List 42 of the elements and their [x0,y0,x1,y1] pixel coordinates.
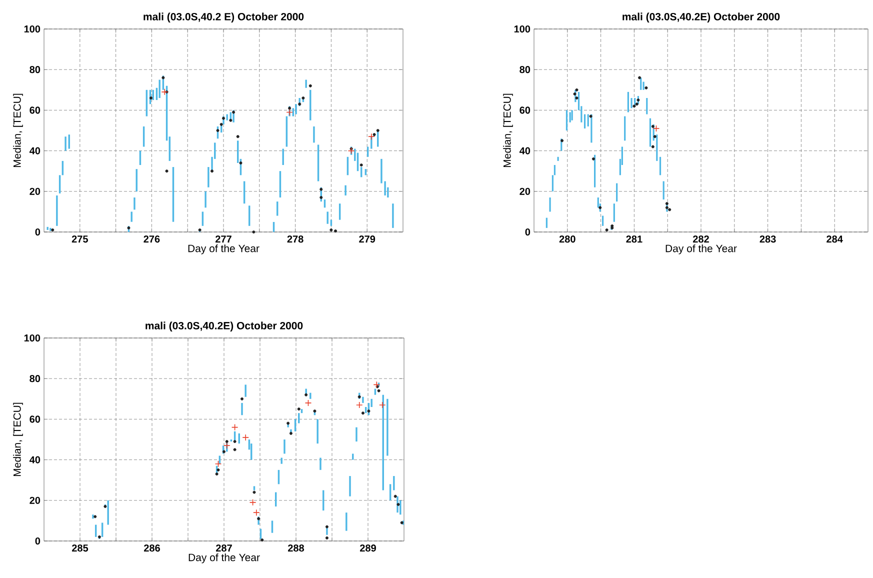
y-tick-label: 80 [30,66,40,74]
y-tick-label: 60 [520,106,530,114]
y-tick-label: 60 [30,106,40,114]
x-tick-label: 275 [72,236,88,243]
y-tick-label: 80 [520,66,530,74]
y-tick-label: 80 [30,375,40,382]
y-tick-label: 20 [30,496,40,504]
x-tick-label: 281 [626,236,642,243]
x-axis-title: Day of the Year [188,244,260,254]
y-tick-label: 60 [30,416,40,423]
x-axis-title: Day of the Year [188,553,260,564]
x-tick-label: 287 [216,544,232,552]
x-tick-label: 288 [288,544,304,552]
x-tick-label: 277 [216,236,232,243]
y-tick-label: 40 [30,147,40,154]
y-tick-label: 0 [525,228,530,236]
y-tick-label: 40 [520,147,530,154]
x-tick-label: 289 [360,544,376,552]
y-tick-label: 20 [30,188,40,195]
chart-title: mali (03.0S,40.2E) October 2000 [622,12,780,22]
y-tick-label: 0 [35,537,40,545]
x-tick-label: 282 [693,236,709,243]
x-tick-label: 285 [72,544,88,552]
x-tick-label: 284 [826,236,843,243]
y-tick-label: 100 [24,25,40,33]
x-tick-label: 280 [559,236,576,243]
y-tick-label: 40 [30,456,40,464]
y-tick-label: 0 [35,228,40,236]
chart-title: mali (03.0S,40.2E) October 2000 [146,322,303,332]
x-tick-label: 279 [359,236,376,243]
y-tick-label: 20 [520,188,530,195]
y-tick-label: 100 [24,334,40,342]
y-tick-label: 100 [514,25,530,33]
x-tick-label: 286 [144,544,160,552]
x-tick-label: 278 [287,236,304,243]
y-axis-title: Median, [TECU] [13,94,23,167]
chart-title: mali (03.0S,40.2 E) October 2000 [144,12,304,22]
y-axis-title: Median, [TECU] [13,402,23,476]
x-tick-label: 283 [760,236,776,243]
x-axis-title: Day of the Year [666,244,737,254]
y-axis-title: Median, [TECU] [503,94,513,167]
x-tick-label: 276 [144,236,160,243]
